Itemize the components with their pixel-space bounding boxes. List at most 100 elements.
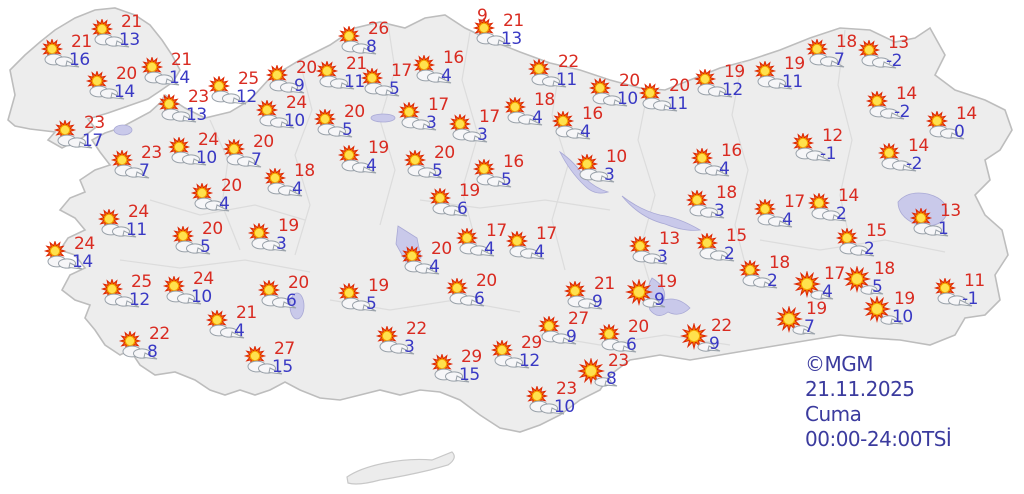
high-temp: 29 [461,347,482,367]
high-temp: 16 [721,141,742,161]
weather-station: 19 3 [246,218,299,253]
sun-behind-cloud-icon [693,67,733,98]
high-temp: 26 [368,19,389,39]
low-temp: 13 [501,29,522,49]
low-temp: 11 [126,220,147,240]
sun-behind-cloud-icon [337,281,377,312]
sun-behind-cloud-icon [265,63,305,94]
sun-icon [863,295,904,325]
low-temp: 6 [457,199,468,219]
low-temp: 5 [872,277,883,297]
sun-behind-cloud-icon [448,112,488,143]
sun-behind-cloud-icon [455,226,495,257]
high-temp: 20 [221,176,242,196]
sun-behind-cloud-icon [551,109,591,140]
low-temp: 4 [484,239,495,259]
high-temp: 17 [486,221,507,241]
high-temp: 19 [278,216,299,236]
sun-behind-cloud-icon [397,100,437,131]
weather-station: 21 13 [471,13,524,48]
high-temp: 24 [74,234,95,254]
high-temp: 21 [121,12,142,32]
sun-behind-cloud-icon [207,74,247,105]
sun-behind-cloud-icon [563,279,603,310]
high-temp: 18 [294,161,315,181]
sun-behind-cloud-icon [43,239,83,270]
low-temp: 14 [72,252,93,272]
weather-station: 23 10 [524,381,577,416]
high-temp: 19 [784,54,805,74]
low-temp: 2 [767,271,778,291]
weather-station: 24 14 [42,236,95,271]
high-temp: 22 [149,324,170,344]
sun-icon [680,322,721,352]
sun-behind-cloud-icon [157,92,197,123]
sun-behind-cloud-icon [171,224,211,255]
high-temp: 12 [822,126,843,146]
high-temp: 16 [443,48,464,68]
high-temp: 19 [894,289,915,309]
sun-behind-cloud-icon [490,338,530,369]
weather-station: 29 12 [489,335,542,370]
weather-station: 24 10 [161,271,214,306]
low-temp: 12 [236,87,257,107]
low-temp: 10 [196,148,217,168]
sun-behind-cloud-icon [412,53,452,84]
stray-temp-label: 9 [477,6,488,26]
high-temp: 11 [964,271,985,291]
high-temp: 14 [908,136,929,156]
high-temp: 20 [344,102,365,122]
high-temp: 27 [274,339,295,359]
sun-behind-cloud-icon [360,66,400,97]
high-temp: 17 [428,95,449,115]
low-temp: -2 [906,154,922,174]
sun-behind-cloud-icon [753,59,793,90]
weather-station: 21 4 [204,305,257,340]
sun-behind-cloud-icon [140,55,180,86]
weather-station: 26 8 [336,21,389,56]
sun-behind-cloud-icon [337,143,377,174]
low-temp: 9 [566,327,577,347]
weather-station: 16 5 [471,154,524,190]
low-temp: 3 [714,201,725,221]
weather-station: 23 13 [156,89,209,124]
high-temp: 16 [503,152,524,172]
weather-station: 17 4 [752,194,805,229]
low-temp: 6 [474,289,485,309]
sun-behind-cloud-icon [695,231,735,262]
lake-uluabat [113,124,133,136]
lake-van [897,192,947,227]
low-temp: 5 [501,170,512,190]
low-temp: 14 [169,68,190,88]
high-temp: 24 [128,202,149,222]
sun-behind-cloud-icon [97,207,137,238]
sun-behind-cloud-icon [807,191,847,222]
weather-station: 14 -2 [876,138,929,173]
sun-behind-cloud-icon [925,109,965,140]
high-temp: 15 [726,226,747,246]
low-temp: -1 [820,144,836,164]
low-temp: 14 [114,82,135,102]
weather-station: 19 12 [692,64,745,99]
low-temp: 10 [284,111,305,131]
low-temp: 5 [389,79,400,99]
weather-station: 22 3 [374,321,427,356]
high-temp: 20 [116,64,137,84]
high-temp: 20 [476,271,497,291]
weather-station: 16 4 [411,50,464,85]
high-temp: 16 [582,104,603,124]
sun-behind-cloud-icon [167,135,207,166]
sun-behind-cloud-icon [403,148,443,179]
low-temp: 7 [139,161,150,181]
sun-behind-cloud-icon [243,344,283,375]
sun-behind-cloud-icon [205,308,245,339]
sun-behind-cloud-icon [40,37,80,68]
high-temp: 13 [888,33,909,53]
weather-station: 16 4 [550,106,603,141]
low-temp: 10 [892,307,913,327]
sun-behind-cloud-icon [90,17,130,48]
high-temp: 23 [84,113,105,133]
low-temp: -2 [886,51,902,71]
sun-behind-cloud-icon [685,188,725,219]
